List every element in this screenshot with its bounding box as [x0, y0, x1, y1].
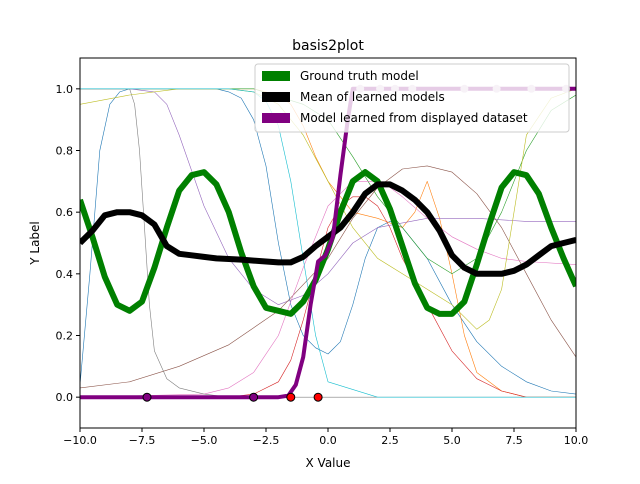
y-tick-label: 0.2 — [56, 330, 74, 343]
y-axis-label: Y Label — [28, 221, 42, 266]
data-point-1 — [142, 392, 152, 402]
y-tick-label: 0.0 — [56, 391, 74, 404]
basis-function-line-4 — [80, 196, 576, 398]
mean-learned-line — [80, 181, 576, 277]
plot-area — [80, 84, 576, 402]
y-tick-label: 0.6 — [56, 206, 74, 219]
y-tick-label: 0.4 — [56, 268, 74, 281]
y-tick-label: 1.0 — [56, 83, 74, 96]
legend-swatch-2 — [262, 92, 290, 102]
x-tick-label: 10.0 — [564, 434, 589, 447]
basis-function-line-6 — [80, 165, 576, 389]
x-axis-ticks: −10.0 −7.5 −5.0 −2.5 0.0 2.5 5.0 7.5 10.0 — [63, 428, 588, 447]
legend: Ground truth model Mean of learned models… — [254, 63, 570, 133]
y-axis-ticks: 0.0 0.2 0.4 0.6 0.8 1.0 — [56, 83, 80, 404]
x-tick-label: 7.5 — [505, 434, 523, 447]
x-tick-label: −5.0 — [191, 434, 218, 447]
chart-title: basis2plot — [292, 38, 364, 54]
x-tick-label: −10.0 — [63, 434, 97, 447]
x-tick-label: 5.0 — [443, 434, 461, 447]
data-point-4 — [313, 392, 323, 402]
data-point-2 — [249, 392, 259, 402]
legend-label-1: Ground truth model — [300, 69, 419, 83]
data-point-3 — [286, 392, 296, 402]
x-tick-label: 2.5 — [381, 434, 399, 447]
legend-frame — [254, 63, 570, 133]
legend-swatch-1 — [262, 71, 290, 81]
basis-function-line-10 — [80, 88, 576, 398]
x-axis-label: X Value — [306, 456, 351, 470]
x-tick-label: −7.5 — [129, 434, 156, 447]
legend-swatch-3 — [262, 113, 290, 123]
x-tick-label: −2.5 — [253, 434, 280, 447]
x-tick-label: 0.0 — [319, 434, 337, 447]
legend-label-3: Model learned from displayed dataset — [300, 111, 528, 125]
legend-label-2: Mean of learned models — [300, 90, 445, 104]
y-tick-label: 0.8 — [56, 145, 74, 158]
basis-function-line-5 — [80, 88, 576, 305]
